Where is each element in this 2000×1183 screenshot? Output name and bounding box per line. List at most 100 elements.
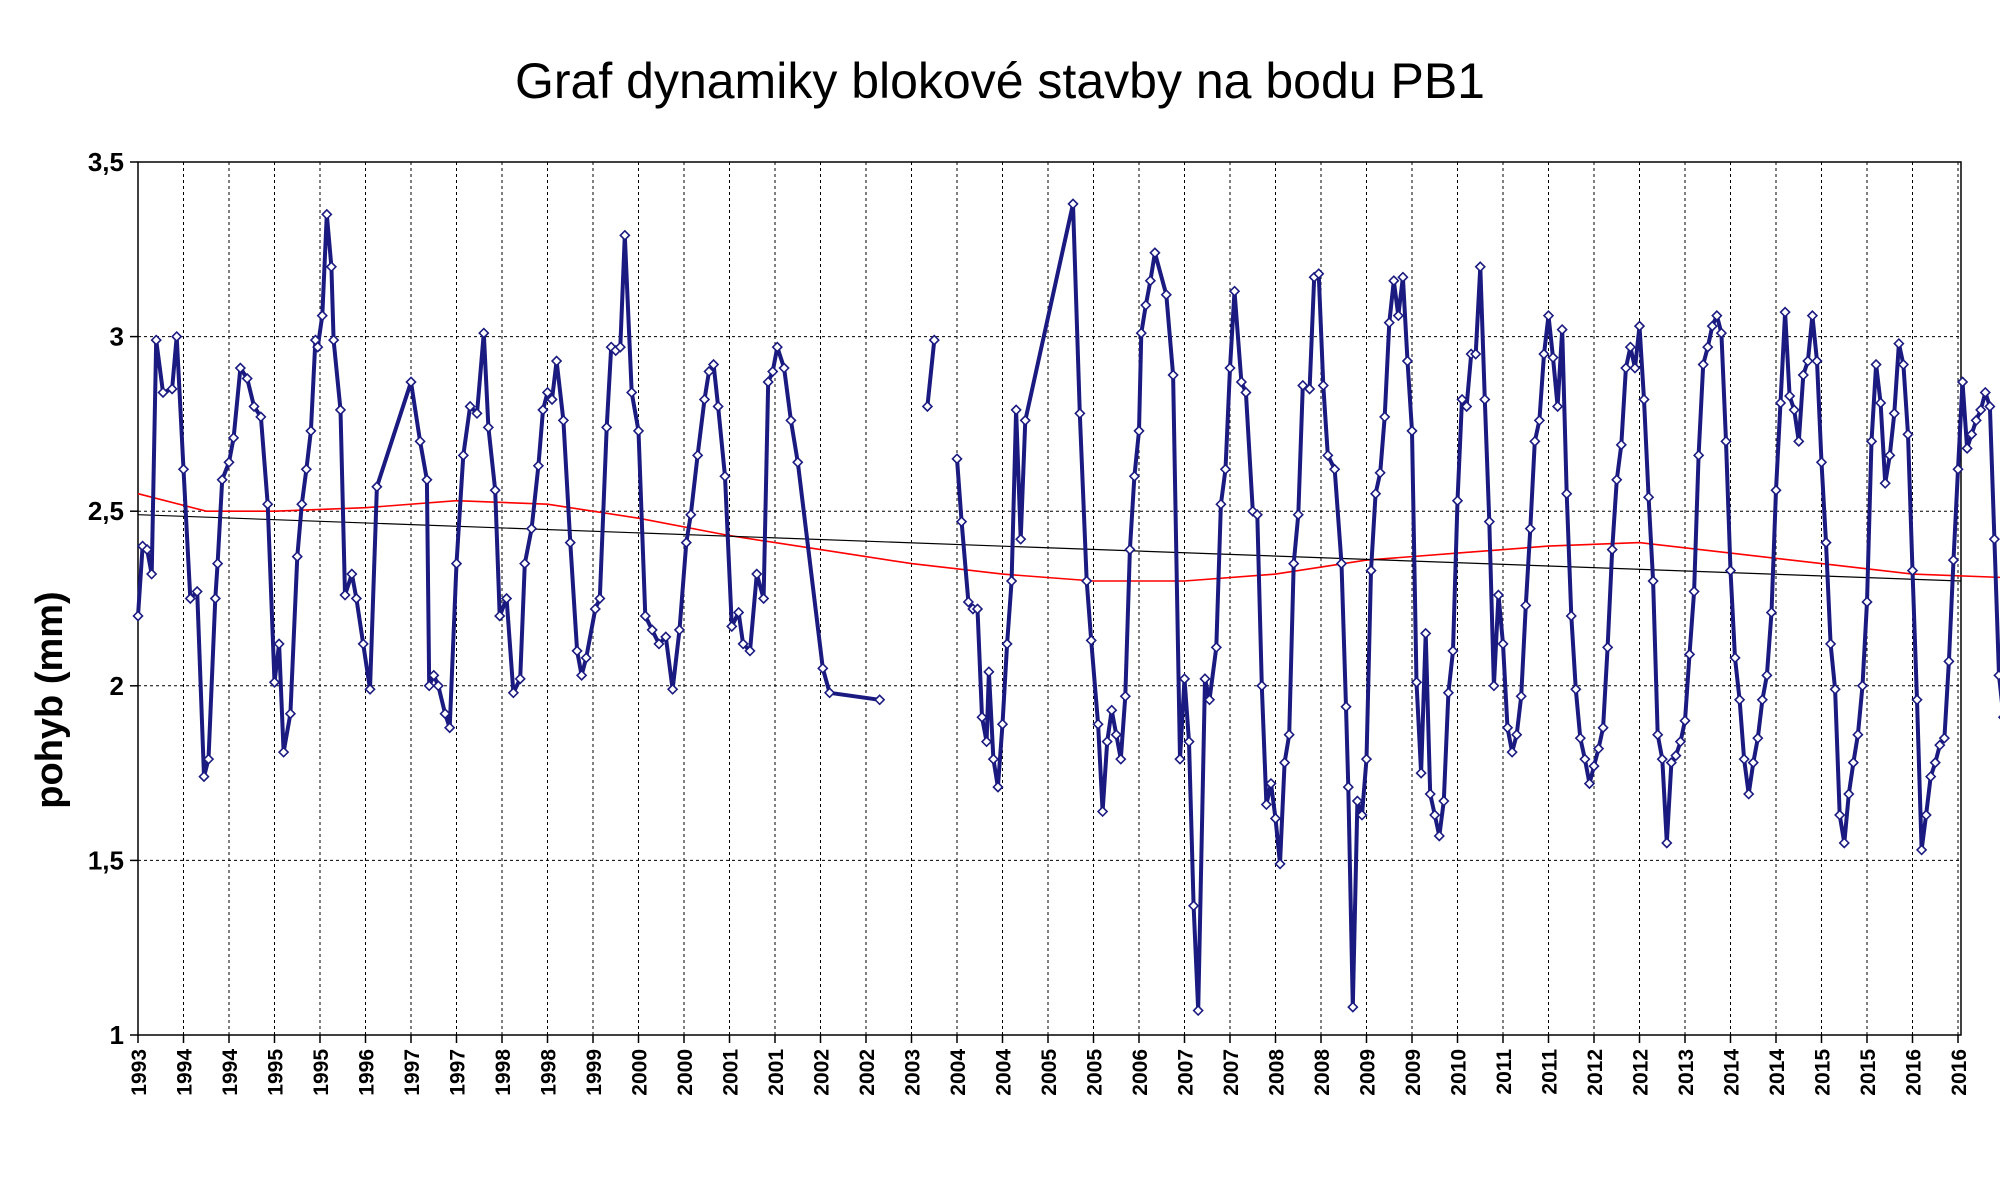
data-point	[1929, 756, 1941, 769]
data-point	[666, 683, 679, 695]
data-point	[223, 456, 235, 468]
data-point	[1278, 756, 1291, 769]
data-point	[1483, 516, 1495, 528]
x-tick-label: 2015	[1812, 1049, 1835, 1096]
data-point	[328, 334, 340, 346]
x-axis-ticks: 1993 1994 1994 1995 1995 1996 1997 1997 1998 1998…	[128, 1035, 1971, 1096]
data-point	[1752, 732, 1764, 744]
x-tick-label: 2013	[1675, 1049, 1698, 1096]
y-tick-label: 3	[110, 322, 124, 352]
data-point	[1579, 753, 1591, 765]
data-point	[1884, 449, 1896, 461]
data-point	[1620, 362, 1632, 374]
data-point	[1897, 358, 1910, 371]
x-tick-label: 2014	[1766, 1049, 1789, 1096]
data-point	[983, 666, 995, 678]
data-point	[350, 592, 363, 605]
data-point	[262, 498, 274, 510]
data-point	[482, 421, 494, 434]
data-point	[1870, 358, 1882, 371]
data-point	[1506, 746, 1518, 758]
data-point	[1456, 393, 1468, 406]
y-tick-label: 1,5	[88, 845, 124, 875]
data-point	[921, 400, 934, 413]
data-point	[1724, 564, 1737, 577]
data-point	[305, 425, 317, 437]
data-point	[660, 631, 672, 643]
data-point	[1303, 383, 1316, 395]
data-point	[321, 208, 333, 221]
data-point	[414, 435, 426, 447]
data-point	[1902, 428, 1914, 441]
data-point	[478, 327, 490, 339]
data-point	[594, 592, 606, 605]
data-point	[712, 400, 724, 413]
data-point	[1133, 425, 1145, 437]
data-point	[166, 383, 178, 395]
data-point	[1706, 320, 1718, 332]
data-point	[1683, 648, 1696, 661]
x-tick-label: 2008	[1311, 1049, 1334, 1096]
data-point	[1183, 736, 1195, 748]
data-point	[405, 376, 417, 388]
y-tick-label: 2,5	[88, 496, 124, 526]
data-point	[1979, 386, 1991, 399]
data-point	[202, 753, 215, 765]
data-point	[1101, 736, 1113, 748]
x-tick-label: 2007	[1220, 1049, 1243, 1096]
data-point	[1679, 715, 1691, 727]
data-point	[444, 722, 456, 734]
data-point	[823, 687, 836, 699]
data-point	[1340, 701, 1352, 713]
data-point	[1167, 369, 1179, 381]
x-tick-label: 2006	[1129, 1049, 1152, 1096]
data-point	[580, 652, 592, 664]
data-point	[1774, 397, 1787, 409]
data-point	[1251, 509, 1263, 521]
data-point	[707, 358, 720, 371]
data-point	[1410, 676, 1423, 688]
data-point	[1784, 390, 1796, 402]
x-tick-label: 2012	[1630, 1049, 1653, 1096]
data-point	[1542, 310, 1555, 322]
data-point	[450, 557, 463, 570]
data-point	[1005, 575, 1018, 587]
data-point	[1192, 1004, 1204, 1017]
data-point	[1538, 348, 1550, 360]
data-point	[1856, 680, 1869, 692]
data-point	[141, 543, 153, 556]
data-point	[601, 421, 613, 434]
measurement-markers	[132, 198, 2000, 1017]
data-point	[1729, 652, 1741, 664]
data-point	[955, 516, 968, 528]
data-point	[980, 736, 993, 748]
data-point	[614, 341, 626, 353]
data-point	[1793, 435, 1805, 447]
data-point	[1379, 411, 1391, 423]
data-point	[571, 645, 583, 657]
data-point	[550, 355, 563, 367]
data-point	[1656, 753, 1668, 765]
data-point	[1738, 753, 1750, 765]
data-point	[619, 229, 631, 241]
data-point	[732, 606, 745, 619]
data-point	[1149, 247, 1161, 259]
x-tick-label: 1998	[538, 1049, 561, 1096]
data-point	[1861, 596, 1873, 608]
data-point	[1392, 310, 1404, 322]
data-point	[1733, 694, 1746, 706]
x-tick-label: 2016	[1903, 1049, 1926, 1096]
data-point	[1524, 523, 1536, 535]
data-point	[680, 536, 692, 549]
data-point	[209, 592, 221, 605]
x-tick-label: 1997	[447, 1049, 470, 1096]
data-point	[971, 603, 984, 615]
data-point	[1688, 585, 1700, 598]
data-point	[1492, 589, 1505, 601]
data-point	[1447, 645, 1459, 657]
x-tick-label: 2014	[1721, 1049, 1744, 1096]
data-point	[1624, 341, 1637, 353]
data-point	[751, 568, 763, 580]
data-point	[1670, 750, 1682, 762]
data-point	[1124, 543, 1136, 556]
